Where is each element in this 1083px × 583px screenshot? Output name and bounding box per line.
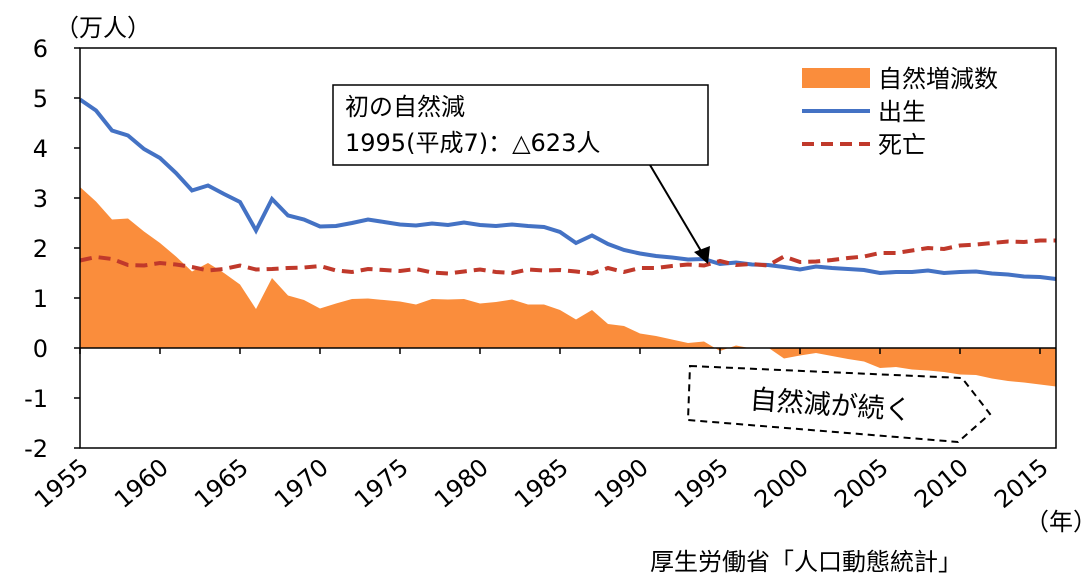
y-tick-label: 0 [33,335,48,363]
x-tick-label: 1975 [349,453,414,514]
x-tick-label: 1960 [109,453,174,514]
callout-shape [686,364,992,444]
y-tick-label: -1 [24,385,48,413]
x-tick-label: 1980 [429,453,494,514]
x-tick-label: 1965 [189,453,254,514]
y-tick-label: -2 [24,435,48,463]
x-tick-label: 2015 [989,453,1054,514]
x-tick-label: 2010 [909,453,974,514]
x-tick-label: 2000 [749,453,814,514]
line [79,238,1056,276]
y-unit: （万人） [55,14,151,42]
arrow-head [694,246,710,264]
y-tick-label: 2 [33,235,48,263]
area [80,187,1056,387]
annotation-text: 1995(平成7)：△623人 [345,129,600,157]
annotation-box [332,84,709,166]
x-tick-label: 1970 [269,453,334,514]
y-tick-label: 3 [33,185,48,213]
legend-label: 出生 [878,98,926,126]
x-tick-label: 1990 [589,453,654,514]
source: 厚生労働省「人口動態統計」 [650,548,962,576]
y-tick-label: 1 [33,285,48,313]
legend-label: 自然増減数 [878,65,998,93]
legend-swatch [802,68,870,88]
x-tick-label: 2005 [829,453,894,514]
y-tick-label: 6 [33,35,48,63]
x-tick-label: 1995 [669,453,734,514]
x-unit: （年） [1025,508,1083,536]
annotation-arrow [649,164,705,257]
y-tick-label: 5 [33,85,48,113]
annotation-text: 初の自然減 [345,93,465,121]
x-tick-label: 1985 [509,453,574,514]
y-tick-label: 4 [33,135,48,163]
line [78,97,1057,281]
legend-label: 死亡 [878,131,926,159]
